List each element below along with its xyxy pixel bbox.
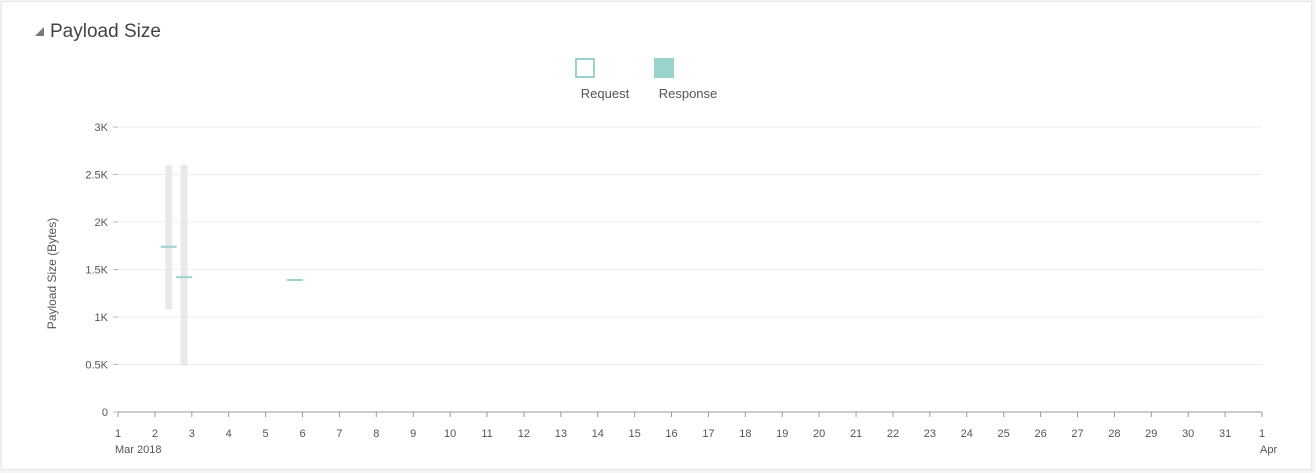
collapse-triangle-icon[interactable] <box>33 25 47 39</box>
panel-header[interactable]: Payload Size <box>33 19 161 45</box>
x-tick-label: 22 <box>887 428 899 440</box>
x-tick-label: 19 <box>776 428 788 440</box>
x-tick-label: 28 <box>1108 428 1120 440</box>
x-tick-label: 25 <box>998 428 1010 440</box>
y-axis: 0 0.5K 1K 1.5K 2K 2.5K 3K Payload Size (Bytes) <box>45 122 118 419</box>
legend-label-response: Response <box>659 86 718 101</box>
x-tick-sublabel: Mar 2018 <box>115 444 161 456</box>
x-tick-label: 27 <box>1071 428 1083 440</box>
x-tick-label: 26 <box>1034 428 1046 440</box>
range-bar <box>180 165 188 366</box>
x-tick-label: 9 <box>410 428 416 440</box>
x-tick-label: 24 <box>961 428 973 440</box>
x-tick-label: 11 <box>481 428 492 440</box>
x-tick-label: 12 <box>518 428 530 440</box>
x-tick-label: 21 <box>850 428 862 440</box>
y-tick-label: 0.5K <box>85 360 108 372</box>
x-tick-label: 16 <box>665 428 677 440</box>
x-tick-label: 4 <box>226 428 232 440</box>
x-tick-label: 15 <box>629 428 641 440</box>
x-tick-label: 2 <box>152 428 158 440</box>
y-tick-label: 1K <box>95 312 109 324</box>
x-tick-label: 17 <box>702 428 714 440</box>
chart-legend: Request Response <box>575 58 718 101</box>
x-tick-label: 6 <box>299 428 305 440</box>
x-tick-sublabel: Apr <box>1260 444 1277 456</box>
y-tick-label: 1.5K <box>85 265 108 277</box>
x-tick-label: 23 <box>924 428 936 440</box>
chart-grid <box>118 126 1262 365</box>
x-tick-label: 18 <box>739 428 751 440</box>
y-tick-label: 0 <box>102 407 108 419</box>
x-tick-label: 20 <box>813 428 825 440</box>
range-bar <box>165 165 173 310</box>
y-axis-title: Payload Size (Bytes) <box>45 218 59 329</box>
x-tick-label: 8 <box>373 428 379 440</box>
x-tick-label: 3 <box>189 428 195 440</box>
x-tick-label: 1 <box>1259 428 1265 440</box>
y-tick-label: 2K <box>95 217 109 229</box>
y-tick-label: 3K <box>95 122 109 134</box>
legend-swatch-request <box>575 58 595 78</box>
chart-marks <box>160 165 303 366</box>
x-tick-label: 5 <box>263 428 269 440</box>
x-tick-label: 30 <box>1182 428 1194 440</box>
panel-title: Payload Size <box>50 21 161 42</box>
x-tick-label: 31 <box>1219 428 1231 440</box>
x-tick-label: 13 <box>555 428 567 440</box>
x-tick-label: 1 <box>115 428 121 440</box>
x-tick-label: 7 <box>336 428 342 440</box>
y-tick-label: 2.5K <box>85 170 108 182</box>
legend-swatch-response <box>654 58 674 78</box>
legend-label-request: Request <box>581 86 630 101</box>
x-tick-label: 29 <box>1145 428 1157 440</box>
x-tick-label: 10 <box>444 428 456 440</box>
x-tick-label: 14 <box>592 428 604 440</box>
